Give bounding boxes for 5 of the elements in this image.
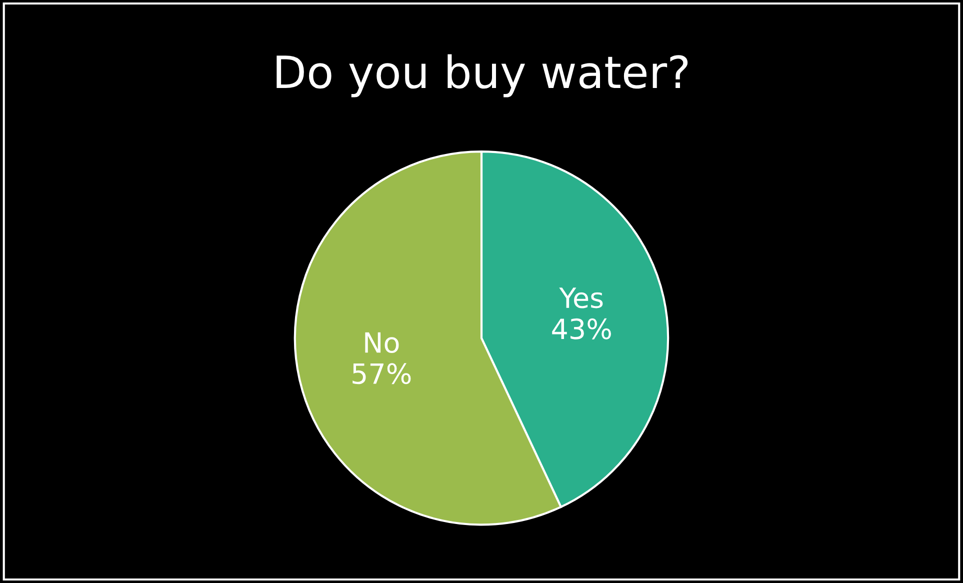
data-label: 57% — [352, 363, 411, 384]
chart-title: Do you buy water? — [276, 54, 688, 98]
data-label: 43% — [552, 318, 611, 340]
slice-label: Yes — [559, 288, 603, 308]
slice-label: No — [365, 332, 399, 354]
